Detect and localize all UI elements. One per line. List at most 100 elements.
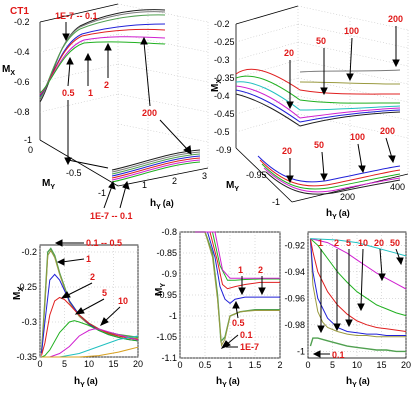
y-tick: -0.3: [21, 317, 37, 327]
x-axis-label: hY (a): [74, 376, 98, 389]
x-tick: 15: [376, 360, 386, 370]
annotation-label: 5: [346, 238, 351, 248]
x-tick: 20: [401, 360, 411, 370]
curve: [299, 69, 401, 73]
x-axis-label: hY (a): [346, 376, 370, 389]
y-tick: -1: [297, 346, 305, 356]
curve: [111, 157, 201, 179]
x-tick: 0: [37, 359, 42, 369]
annotation-label: 50: [316, 36, 326, 46]
z-tick: -0.2: [14, 17, 30, 27]
annotation-label: 20: [374, 238, 384, 248]
curve: [39, 41, 166, 94]
annotation-label: 2: [334, 238, 339, 248]
x-tick: 2: [277, 360, 282, 370]
curve: [39, 14, 166, 99]
annotation-label: 1E-7: [240, 342, 259, 352]
grid: [39, 3, 209, 186]
x-tick: 2: [172, 176, 177, 186]
x-tick: 5: [330, 360, 335, 370]
y-tick: -0.2: [21, 247, 37, 257]
curve: [257, 155, 401, 183]
annotation-label: 200: [142, 108, 157, 118]
z-tick: -0.25: [214, 37, 235, 47]
y-axis-label: MX: [12, 287, 25, 300]
annotation-label: 50: [390, 238, 400, 248]
series-line: [41, 328, 139, 358]
curve: [299, 81, 401, 85]
lower-curves: [257, 155, 401, 195]
annotation-label: 1: [86, 254, 91, 264]
y-tick: -1.05: [156, 332, 177, 342]
upper-curves: [39, 9, 166, 103]
y-tick: -0.85: [156, 248, 177, 258]
series-line: [310, 238, 407, 317]
z-tick: -0.4: [14, 47, 30, 57]
y-tick: -0.95: [156, 290, 177, 300]
x-tick: 5: [62, 359, 67, 369]
y-tick: -0.35: [16, 352, 37, 362]
series-line: [309, 337, 406, 353]
annotation-label: 1E-7 -- 0.1: [90, 211, 133, 221]
panel-top-left: CT1 -0.2 -0.4 -0.6 -0.8 -1 MX: [2, 3, 209, 221]
z-tick: -0.45: [214, 109, 235, 119]
annotation-label: 1: [88, 88, 93, 98]
series-line: [195, 231, 280, 348]
y-tick: -0.8: [161, 227, 177, 237]
x-tick: 1: [227, 360, 232, 370]
z-tick: -0.4: [214, 91, 230, 101]
x-axis-label: hY (a): [326, 208, 350, 221]
y-tick: -0.25: [16, 282, 37, 292]
x-tick: 3: [202, 171, 207, 181]
y-tick: -0.9: [216, 145, 232, 155]
curve: [111, 161, 201, 183]
y-tick: -0.95: [246, 170, 267, 180]
annotation-arrows: [54, 239, 121, 326]
y-axis-label: MY: [42, 178, 55, 191]
panel-title: CT1: [10, 6, 29, 17]
y-tick: -0.98: [284, 320, 305, 330]
annotation-label: 100: [344, 26, 359, 36]
y-axis-label: MY: [226, 180, 239, 193]
series-line: [41, 296, 139, 356]
curve: [259, 159, 401, 187]
annotation-label: 100: [350, 132, 365, 142]
z-tick: -0.2: [214, 19, 230, 29]
x-tick: 400: [390, 182, 405, 192]
curve: [265, 171, 401, 195]
x-tick: 10: [84, 359, 94, 369]
grid: [179, 231, 281, 359]
curve: [111, 155, 201, 177]
annotation-label: 200: [388, 14, 403, 24]
z-tick: -0.35: [214, 73, 235, 83]
axes-box: [39, 3, 209, 187]
curve: [235, 68, 401, 95]
curve: [111, 159, 201, 181]
panel-bottom-middle: 0 0.5 1 1.5 2 -0.8 -0.85 -0.9 -0.95 -1 -1.05 -1.1 M…: [154, 227, 283, 389]
curve: [39, 28, 166, 96]
z-axis-label: MX: [2, 64, 15, 77]
x-tick: 20: [133, 359, 143, 369]
series-line: [41, 346, 139, 358]
panel-bottom-left: 0 5 10 15 20 -0.2 -0.25 -0.3 -0.35 MX hY (a) 0.1 …: [12, 238, 143, 389]
annotation-label: 0.1 -- 0.5: [86, 238, 122, 248]
lower-curves: [111, 149, 201, 183]
y-tick: -1: [272, 197, 280, 207]
z-tick: -1: [24, 135, 32, 145]
z-tick: -0.8: [14, 107, 30, 117]
x-axis-label: hY (a): [216, 376, 240, 389]
x-tick: 1: [142, 180, 147, 190]
y-tick: -0.96: [284, 293, 305, 303]
z-axis-label: MX: [210, 79, 223, 92]
curve: [263, 167, 401, 193]
x-tick: 15: [108, 359, 118, 369]
y-tick: -0.92: [284, 240, 305, 250]
curve: [39, 23, 166, 97]
x-tick: 0: [177, 360, 182, 370]
y-tick: -1: [98, 188, 106, 198]
annotation-label: 2: [258, 265, 263, 275]
tick-labels: 0 5 10 15 20 -0.2 -0.25 -0.3 -0.35: [16, 247, 143, 369]
series-line: [309, 238, 406, 338]
annotation-label: 2: [104, 80, 109, 90]
